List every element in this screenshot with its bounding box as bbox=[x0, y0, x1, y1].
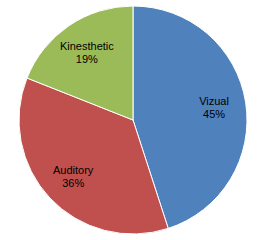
slice bbox=[27, 6, 133, 120]
data-label: 19% bbox=[76, 53, 98, 65]
category-label: Kinesthetic bbox=[60, 40, 114, 52]
data-label: 45% bbox=[203, 108, 225, 120]
slices bbox=[19, 6, 247, 234]
category-label: Vizual bbox=[199, 95, 229, 107]
chart: Vizual45% Auditory36% Kinesthetic19% bbox=[0, 0, 265, 240]
category-label: Auditory bbox=[53, 164, 94, 176]
data-label: 36% bbox=[62, 177, 84, 189]
labels: Vizual45% Auditory36% Kinesthetic19% bbox=[53, 40, 229, 189]
